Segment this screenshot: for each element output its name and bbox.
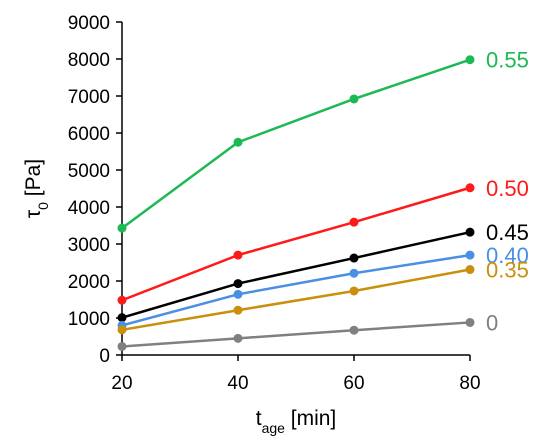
data-point <box>349 253 359 263</box>
y-tick-label: 7000 <box>68 87 110 108</box>
series-0.40: 0.40 <box>117 243 529 330</box>
x-tick-label: 40 <box>227 373 248 394</box>
data-point <box>117 223 127 233</box>
y-tick-label: 1000 <box>68 309 110 330</box>
x-axis-label: tage [min] <box>256 407 337 436</box>
series-line <box>121 268 471 332</box>
x-tick-label: 80 <box>459 373 480 394</box>
data-point <box>349 94 359 104</box>
series-0.50: 0.50 <box>117 176 529 305</box>
x-tick-label: 60 <box>343 373 364 394</box>
y-tick-label: 4000 <box>68 198 110 219</box>
data-point <box>233 250 243 260</box>
data-point <box>233 333 243 343</box>
series-line <box>121 186 471 302</box>
data-point <box>233 279 243 289</box>
x-axis-label-unit: [min] <box>285 407 336 430</box>
data-point <box>465 250 475 260</box>
series-line <box>121 253 471 327</box>
data-point <box>233 289 243 299</box>
series-0.45: 0.45 <box>117 220 529 323</box>
data-point <box>117 341 127 351</box>
y-axis-label-unit: [Pa] <box>22 159 45 202</box>
series-0.35: 0.35 <box>117 258 529 335</box>
series-label: 0.45 <box>486 220 529 245</box>
series-label: 0 <box>486 310 498 335</box>
series-label: 0.40 <box>486 243 529 268</box>
data-point <box>349 217 359 227</box>
data-point <box>117 325 127 335</box>
y-tick-label: 3000 <box>68 235 110 256</box>
data-point <box>117 295 127 305</box>
series-label: 0.35 <box>486 258 529 283</box>
data-point <box>465 183 475 193</box>
series-line <box>121 321 471 348</box>
series-label: 0.50 <box>486 176 529 201</box>
y-axis-label-main: τ <box>22 209 45 218</box>
data-point <box>349 286 359 296</box>
series-group: 0.55 0.50 0.450.400.35 0 <box>117 48 529 351</box>
data-point <box>233 305 243 315</box>
y-tick-label: 2000 <box>68 272 110 293</box>
x-axis-label-sub: age <box>262 420 286 436</box>
series-label: 0.55 <box>486 48 529 73</box>
y-tick-label: 6000 <box>68 124 110 145</box>
y-tick-label: 5000 <box>68 161 110 182</box>
y-tick-label: 9000 <box>68 13 110 34</box>
data-point <box>465 265 475 275</box>
x-axis-ticks: 20 40 60 80 <box>111 355 481 394</box>
data-point <box>233 137 243 147</box>
data-point <box>117 313 127 323</box>
data-point <box>465 317 475 327</box>
x-axis-label-main: t <box>256 407 262 430</box>
y-axis-ticks: 0 1000 2000 3000 4000 5000 6000 7000 8000 9000 <box>68 13 122 367</box>
series-0: 0 <box>117 310 498 351</box>
data-point <box>465 227 475 237</box>
y-tick-label: 0 <box>99 346 110 367</box>
x-tick-label: 20 <box>111 373 132 394</box>
series-line <box>121 58 471 230</box>
data-point <box>465 55 475 65</box>
data-point <box>349 268 359 278</box>
y-axis-label: τ0 [Pa] <box>22 159 51 218</box>
series-0.55: 0.55 <box>117 48 529 233</box>
series-line <box>121 230 471 319</box>
data-point <box>349 325 359 335</box>
y-tick-label: 8000 <box>68 50 110 71</box>
y-axis-label-sub: 0 <box>35 202 51 210</box>
